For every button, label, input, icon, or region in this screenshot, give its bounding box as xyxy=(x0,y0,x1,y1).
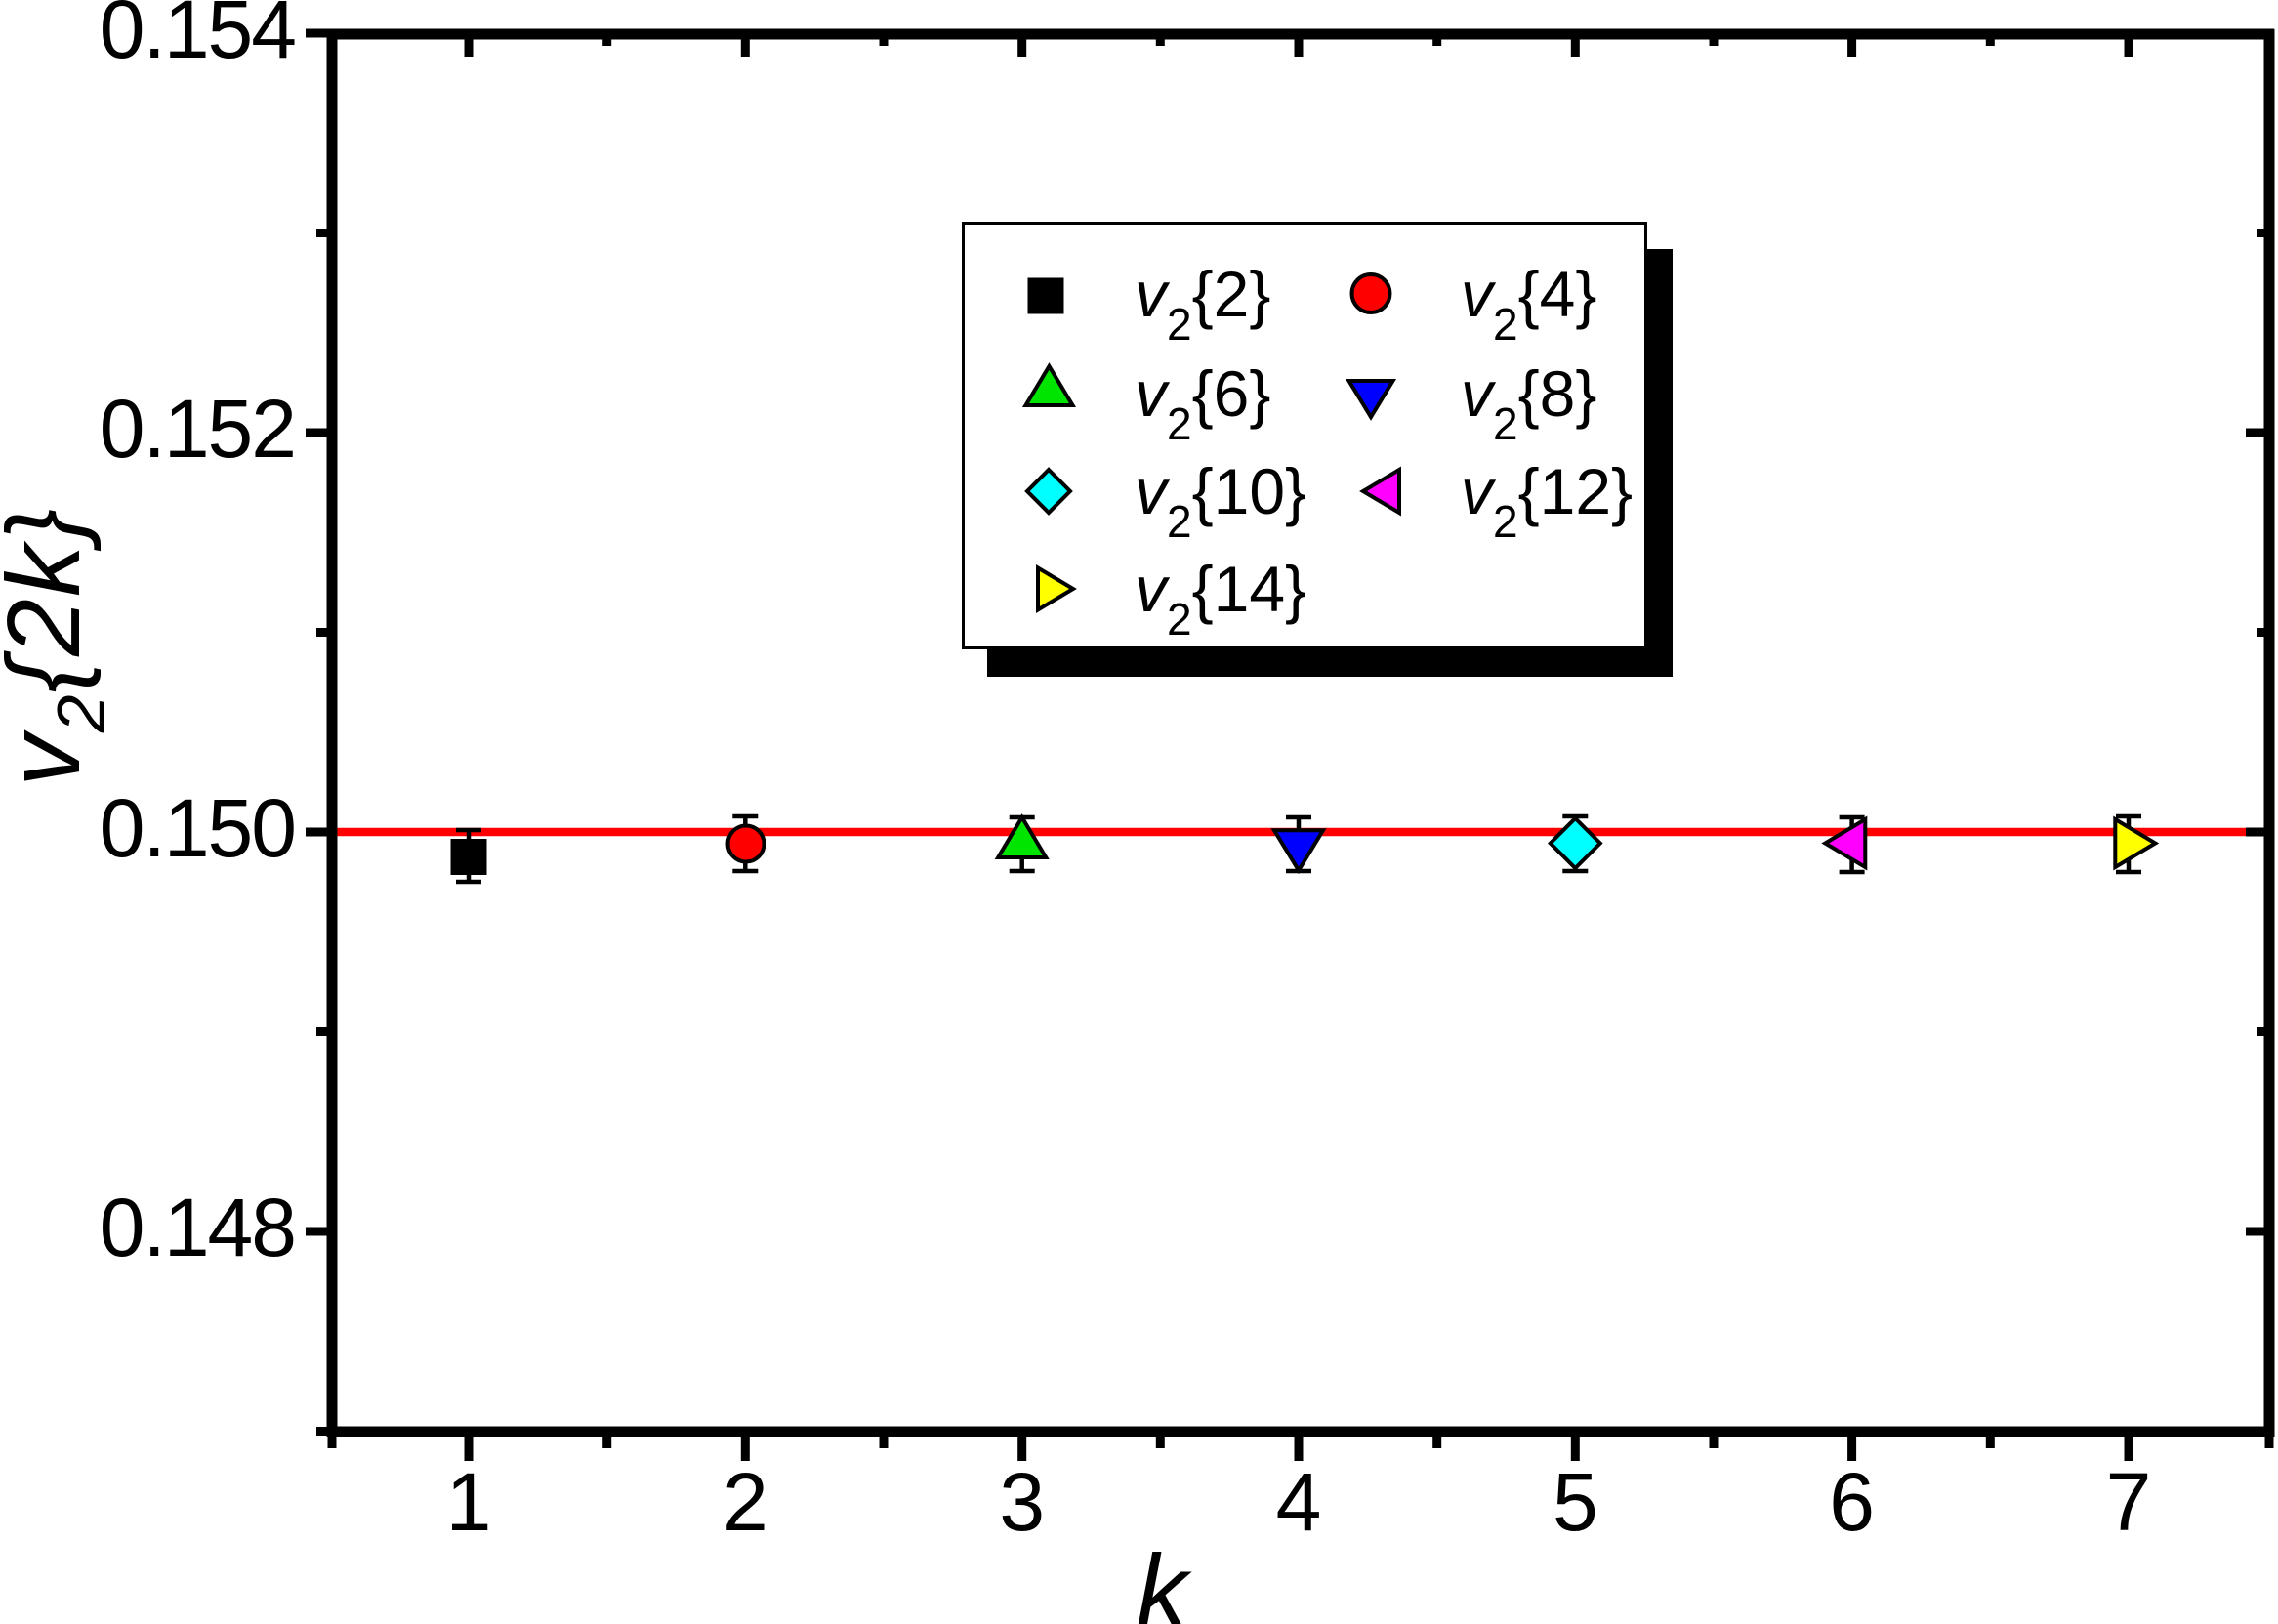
svg-text:7: 7 xyxy=(2106,1456,2152,1548)
svg-text:v2{6}: v2{6} xyxy=(1135,357,1270,449)
svg-text:6: 6 xyxy=(1829,1456,1875,1548)
svg-text:2: 2 xyxy=(723,1456,768,1548)
svg-text:v2{8}: v2{8} xyxy=(1461,357,1596,449)
svg-text:0.152: 0.152 xyxy=(100,383,295,475)
svg-text:0.154: 0.154 xyxy=(100,0,295,75)
svg-text:4: 4 xyxy=(1276,1456,1322,1548)
svg-text:3: 3 xyxy=(999,1456,1045,1548)
svg-text:k: k xyxy=(1137,1534,1192,1624)
svg-text:v2{12}: v2{12} xyxy=(1461,455,1633,547)
svg-text:v2{10}: v2{10} xyxy=(1135,455,1306,547)
svg-text:v2{4}: v2{4} xyxy=(1461,258,1596,350)
svg-text:v2{14}: v2{14} xyxy=(1135,553,1306,645)
svg-text:v2{2k}: v2{2k} xyxy=(0,507,119,787)
svg-text:5: 5 xyxy=(1553,1456,1598,1548)
svg-text:v2{2}: v2{2} xyxy=(1135,258,1270,350)
svg-text:1: 1 xyxy=(446,1456,492,1548)
svg-text:0.150: 0.150 xyxy=(100,782,295,874)
svg-text:0.148: 0.148 xyxy=(100,1182,295,1273)
